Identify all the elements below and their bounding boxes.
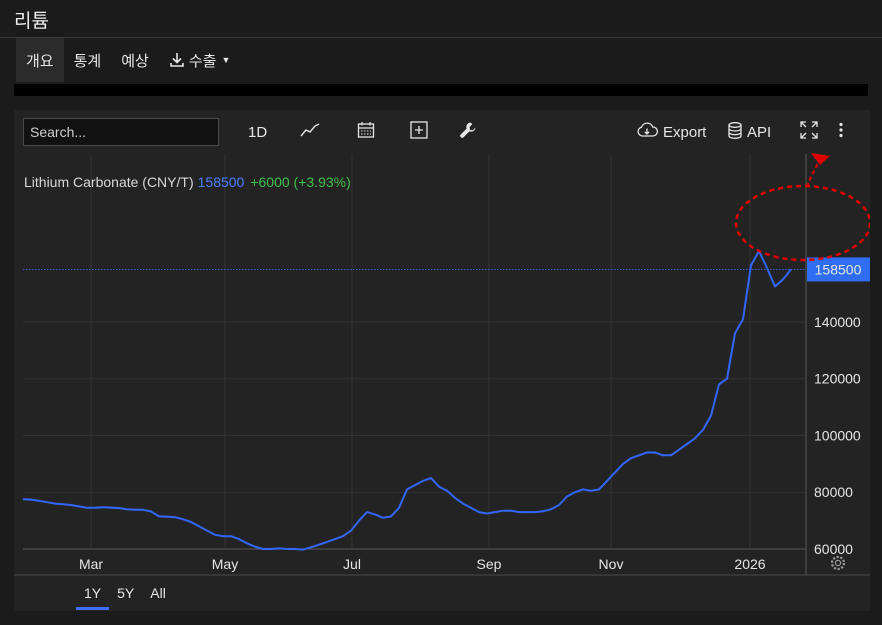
interval-label: 1D (248, 123, 268, 141)
plot-area (23, 154, 806, 549)
export-button[interactable]: Export (636, 110, 706, 154)
settings-tool-button[interactable] (459, 110, 477, 154)
tab-overview[interactable]: 개요 (16, 38, 64, 82)
database-icon (728, 121, 742, 143)
range-5y-label: 5Y (117, 585, 135, 601)
compare-button[interactable] (410, 110, 428, 154)
y-tick-label: 120000 (814, 371, 861, 387)
gear-icon[interactable] (830, 555, 846, 571)
tab-statistics[interactable]: 통계 (64, 38, 112, 82)
price-chart[interactable]: 60000 80000 100000 120000 140000 Mar May Jul Sep… (14, 110, 870, 611)
range-5y[interactable]: 5Y (109, 582, 142, 610)
export-label: Export (663, 123, 707, 141)
range-all[interactable]: All (142, 582, 174, 610)
fullscreen-button[interactable] (800, 110, 818, 154)
series-name: Lithium Carbonate (CNY/T) (24, 174, 194, 190)
x-tick-label: Nov (599, 556, 624, 572)
last-price-tag (807, 257, 870, 282)
range-all-label: All (150, 585, 166, 601)
y-tick-label: 60000 (814, 541, 853, 557)
tab-bar: 개요 통계 예상 수출 ▼ (16, 38, 240, 82)
more-vertical-icon (838, 122, 844, 142)
search-input[interactable] (23, 118, 219, 146)
tab-export-label: 수출 (188, 52, 217, 70)
tab-overview-label: 개요 (26, 52, 54, 70)
api-label: API (747, 123, 772, 141)
range-selector: 1Y 5Y All (76, 582, 174, 610)
api-button[interactable]: API (728, 110, 771, 154)
chart-legend: Lithium Carbonate (CNY/T) 158500 +6000 (+3… (24, 174, 351, 190)
date-range-button[interactable] (357, 110, 375, 154)
y-tick-label: 100000 (814, 427, 861, 443)
more-options-button[interactable] (838, 110, 844, 154)
y-tick-label: 80000 (814, 484, 853, 500)
line-chart-icon (300, 123, 320, 141)
x-tick-label: Mar (79, 556, 103, 572)
series-change: +6000 (+3.93%) (250, 174, 351, 190)
series-price: 158500 (197, 174, 245, 190)
download-icon (169, 52, 185, 68)
tab-statistics-label: 통계 (73, 52, 102, 70)
y-tick-label: 140000 (814, 314, 861, 330)
highlight-ellipse (734, 184, 870, 262)
range-1y-label: 1Y (84, 585, 102, 601)
last-price-tag-label: 158500 (815, 261, 862, 277)
annotation-arrow-head (811, 153, 830, 165)
interval-button[interactable]: 1D (248, 110, 267, 154)
app-title: 리튬 (14, 11, 49, 32)
fullscreen-icon (800, 121, 818, 143)
tab-forecast[interactable]: 예상 (111, 38, 159, 82)
price-series-line (22, 250, 792, 551)
chart-type-button[interactable] (300, 110, 320, 154)
calendar-icon (357, 121, 375, 143)
x-tick-label: Sep (477, 556, 502, 572)
wrench-icon (459, 121, 477, 143)
tab-forecast-label: 예상 (121, 52, 149, 70)
x-tick-label: 2026 (734, 556, 765, 572)
x-tick-label: May (212, 556, 238, 572)
range-1y[interactable]: 1Y (76, 582, 110, 610)
banner-bar (14, 84, 868, 96)
add-square-icon (410, 121, 428, 143)
x-tick-label: Jul (343, 556, 361, 572)
chart-panel: 60000 80000 100000 120000 140000 Mar May Jul Sep… (14, 110, 870, 611)
chart-toolbar: 1D Export (14, 110, 870, 154)
tab-export-dropdown[interactable]: 수출 ▼ (159, 38, 241, 82)
cloud-download-icon (636, 122, 659, 142)
title-divider (0, 37, 882, 38)
chevron-down-icon: ▼ (221, 55, 231, 65)
